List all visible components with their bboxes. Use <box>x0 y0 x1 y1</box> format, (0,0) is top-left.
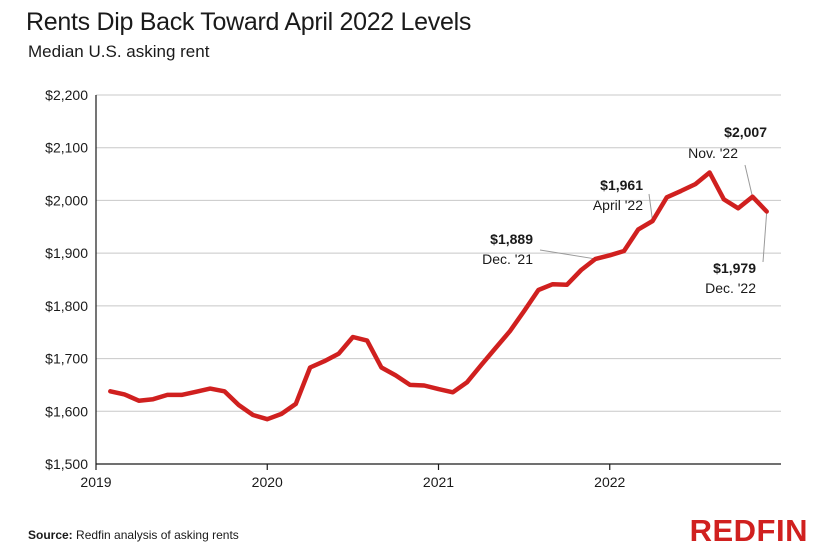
y-tick-label: $2,000 <box>45 192 88 208</box>
chart-title: Rents Dip Back Toward April 2022 Levels <box>26 8 472 36</box>
x-tick-label: 2021 <box>423 474 454 490</box>
annotation-date: Dec. '21 <box>482 251 533 267</box>
y-tick-label: $2,200 <box>45 87 88 103</box>
chart-subtitle: Median U.S. asking rent <box>28 42 210 61</box>
grid-lines <box>96 94 781 412</box>
line-chart: $1,500 $1,600 $1,700 $1,800 $1,900 $2,000 $2,1… <box>45 87 781 490</box>
redfin-logo: REDFIN <box>689 513 808 548</box>
annotation-value: $1,979 <box>713 260 756 276</box>
x-tick-label: 2020 <box>252 474 283 490</box>
y-tick-label: $1,900 <box>45 245 88 261</box>
annotation-date: April '22 <box>593 197 643 213</box>
annotation-leader <box>648 193 654 222</box>
y-tick-label: $1,500 <box>45 456 88 472</box>
annotation-value: $2,007 <box>724 124 767 140</box>
annotation-leader <box>744 164 753 197</box>
annotation-value: $1,889 <box>490 231 533 247</box>
source-text: Redfin analysis of asking rents <box>72 528 239 542</box>
annotation-leaders <box>539 164 768 263</box>
source-note: Source: Redfin analysis of asking rents <box>28 528 239 542</box>
y-tick-label: $1,600 <box>45 403 88 419</box>
source-label: Source: <box>28 528 73 542</box>
series-line <box>108 170 769 422</box>
y-tick-label: $1,800 <box>45 298 88 314</box>
annotation-date: Nov. '22 <box>688 145 738 161</box>
series-layer <box>108 170 769 422</box>
x-tick-label: 2019 <box>80 474 111 490</box>
y-tick-label: $1,700 <box>45 351 88 367</box>
annotation-date: Dec. '22 <box>705 280 756 296</box>
y-tick-label: $2,100 <box>45 140 88 156</box>
x-tick-label: 2022 <box>594 474 625 490</box>
annotation-leader <box>539 249 596 260</box>
annotation-leader <box>762 211 768 263</box>
annotation-value: $1,961 <box>600 177 643 193</box>
annotations: $2,007 Nov. '22 $1,961 April '22 $1,889 Dec. … <box>482 124 767 296</box>
axes: $1,500 $1,600 $1,700 $1,800 $1,900 $2,000 $2,1… <box>45 87 781 490</box>
